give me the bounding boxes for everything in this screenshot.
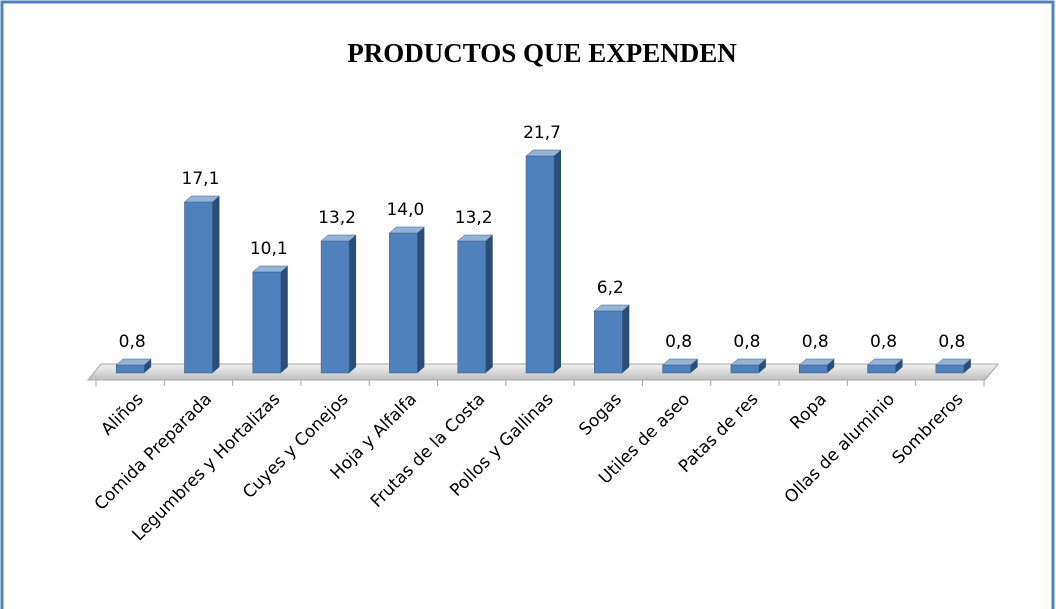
data-label: 21,7 [523, 123, 561, 143]
data-label: 0,8 [938, 332, 965, 352]
data-label: 6,2 [597, 278, 624, 298]
bar-side [895, 359, 903, 373]
bar-side [622, 305, 630, 373]
bar-top [457, 234, 494, 242]
bar-side [690, 359, 698, 373]
data-label: 0,8 [733, 332, 760, 352]
bar-side [144, 359, 152, 373]
bar-side [554, 150, 561, 373]
x-tick-label: Sombreros [889, 389, 968, 468]
bar [252, 271, 282, 374]
bar-side [758, 359, 766, 373]
bar-side [212, 196, 220, 373]
bar-top [661, 358, 699, 366]
data-label: 17,1 [182, 169, 220, 189]
bar-top [388, 226, 426, 234]
bar-top [593, 304, 630, 312]
bar-top [183, 195, 221, 203]
x-tick-label: Sogas [575, 389, 625, 439]
bar-top [252, 265, 289, 273]
bar-side [963, 359, 971, 373]
bar [798, 364, 828, 374]
bar [662, 364, 691, 374]
bar-side [280, 266, 288, 373]
bar [389, 232, 418, 374]
bar [867, 364, 896, 374]
bar [730, 364, 760, 374]
bar-top [320, 234, 357, 242]
bar [457, 240, 486, 374]
data-label: 10,1 [250, 239, 288, 259]
bar-top [525, 149, 562, 157]
chart-title: PRODUCTOS QUE EXPENDEN [347, 38, 737, 68]
data-label: 0,8 [119, 332, 146, 352]
bar-top [866, 358, 904, 366]
bar-top [730, 358, 767, 366]
x-tick-label: Aliños [97, 389, 147, 439]
x-tick-label: Ropa [786, 389, 830, 433]
bar [594, 310, 623, 374]
bar-top [935, 358, 972, 366]
data-label: 0,8 [665, 332, 692, 352]
x-tick-label: Comida Preparada [91, 389, 216, 514]
bar-side [417, 227, 425, 373]
bar [184, 201, 213, 374]
bar [115, 364, 145, 374]
x-tick-label: Frutas de la Costa [367, 389, 489, 511]
data-label: 0,8 [802, 332, 829, 352]
bar-side [485, 235, 493, 373]
data-label: 13,2 [455, 208, 493, 228]
bar [525, 155, 555, 374]
bar-top [115, 358, 152, 366]
bar [320, 240, 350, 374]
bar-side [349, 235, 357, 373]
bar-top [798, 358, 835, 366]
data-label: 14,0 [386, 200, 424, 220]
bar [935, 364, 965, 374]
bar-side [827, 359, 835, 373]
data-label: 13,2 [318, 208, 356, 228]
data-label: 0,8 [870, 332, 897, 352]
